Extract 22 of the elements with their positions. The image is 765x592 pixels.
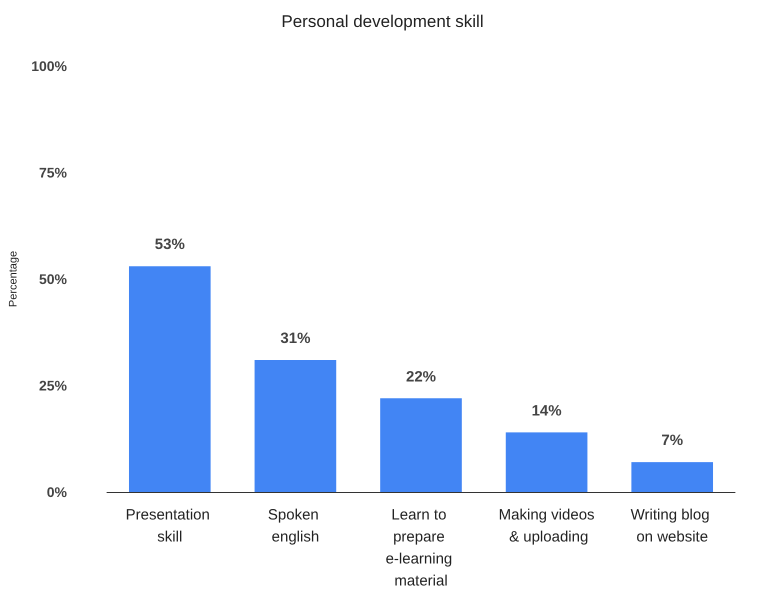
x-tick-label: Writing blog on website [630, 506, 714, 546]
y-tick-label: 25% [38, 378, 68, 394]
y-tick-label: 100% [31, 58, 68, 74]
data-label: 7% [661, 432, 684, 450]
chart-title: Personal development skill [281, 12, 484, 31]
bar [254, 360, 336, 492]
y-axis-title: Percentage [8, 250, 20, 308]
data-label: 53% [154, 236, 185, 254]
x-tick-label: Making videos & uploading [498, 506, 595, 546]
bar [631, 462, 714, 492]
bar [506, 432, 588, 492]
data-label: 22% [406, 368, 436, 386]
x-tick-label: Spoken english [268, 506, 323, 546]
x-tick-label: Learn to prepare e-learning material [386, 506, 456, 590]
data-label: 31% [280, 330, 310, 347]
data-label: 14% [532, 402, 562, 420]
y-tick-label: 0% [46, 484, 68, 500]
x-tick-label: Presentation skill [126, 506, 214, 546]
y-tick-label: 50% [38, 271, 68, 287]
bar [380, 398, 462, 492]
y-tick-label: 75% [38, 164, 68, 180]
bar [128, 266, 211, 492]
